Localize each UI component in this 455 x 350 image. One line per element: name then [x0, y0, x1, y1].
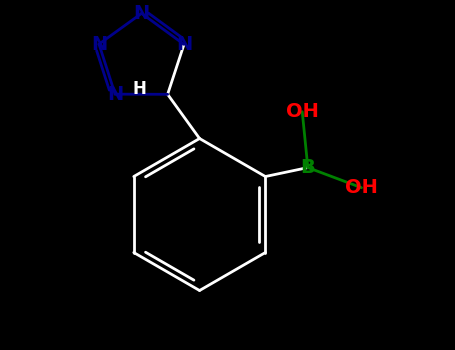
Text: OH: OH [345, 178, 378, 197]
Text: N: N [176, 35, 192, 54]
Text: B: B [300, 158, 315, 177]
Text: H: H [133, 79, 147, 98]
Text: N: N [133, 4, 150, 23]
Text: N: N [107, 85, 123, 104]
Text: OH: OH [286, 102, 318, 121]
Text: N: N [91, 35, 107, 54]
